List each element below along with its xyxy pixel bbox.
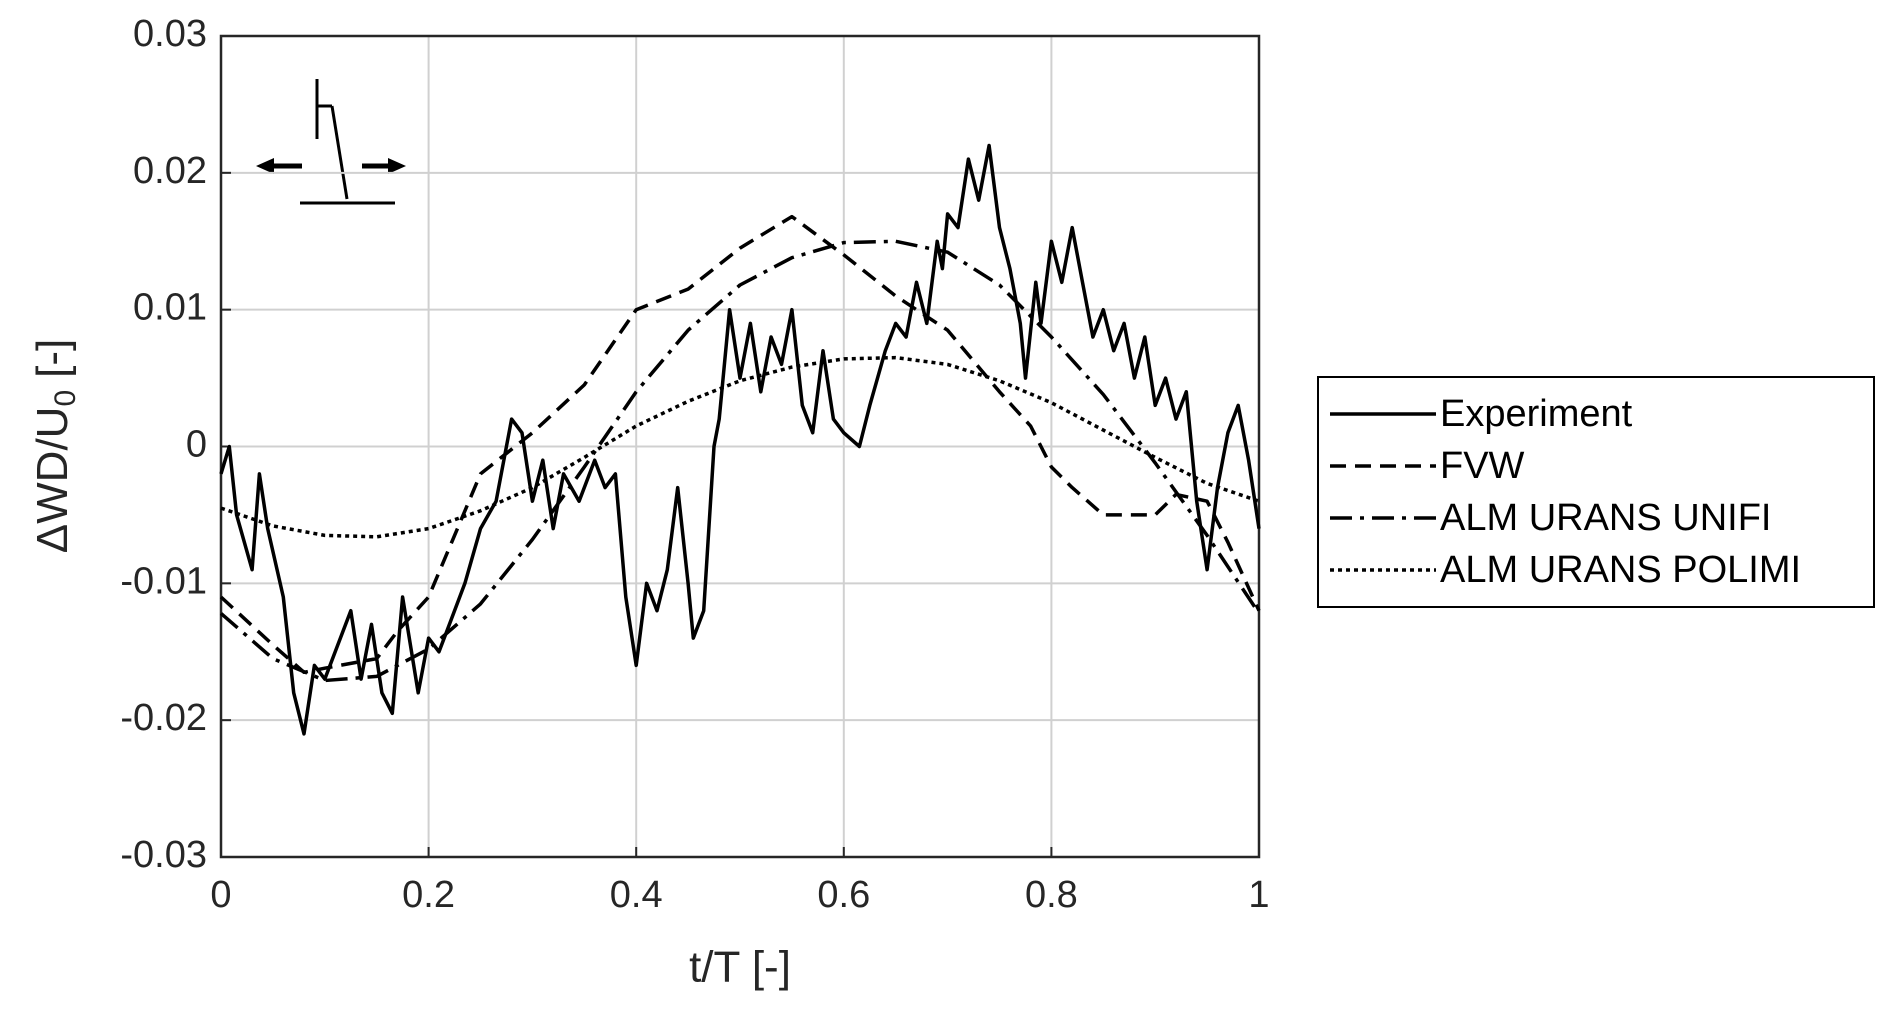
x-tick-label: 1	[1248, 874, 1269, 916]
legend-label: FVW	[1440, 445, 1525, 487]
line-series	[219, 214, 1261, 675]
icon-arrowhead-left	[256, 158, 274, 174]
inset-icon	[256, 79, 406, 205]
y-tick-label: 0.01	[133, 287, 207, 329]
x-tick-label: 0	[210, 874, 231, 916]
line-series	[219, 239, 1261, 683]
x-tick-label: 0.4	[610, 874, 663, 916]
y-tick-label: 0	[186, 424, 207, 466]
y-tick-label: 0.02	[133, 150, 207, 192]
icon-rotor	[330, 105, 349, 200]
y-tick-label: -0.01	[120, 560, 207, 602]
plot-frame	[219, 34, 1261, 859]
y-tick-label: -0.03	[120, 834, 207, 876]
y-tick-label: 0.03	[133, 13, 207, 55]
legend-label: ALM URANS POLIMI	[1440, 549, 1801, 591]
legend-label: ALM URANS UNIFI	[1440, 497, 1771, 539]
x-tick-label: 0.8	[1025, 874, 1078, 916]
y-tick-label: -0.02	[120, 697, 207, 739]
line-series	[220, 355, 1260, 539]
y-axis-label-main: ΔWD/U	[28, 407, 77, 554]
y-axis-label-unit: [-]	[28, 339, 77, 378]
x-tick-label: 0.2	[402, 874, 455, 916]
line-series	[219, 143, 1261, 736]
legend-label: Experiment	[1440, 393, 1633, 435]
x-axis-label: t/T [-]	[689, 943, 791, 992]
x-tick-label: 0.6	[817, 874, 870, 916]
icon-arrowhead-right	[388, 158, 406, 174]
y-axis-label: ΔWD/U0 [-]	[28, 339, 82, 554]
y-axis-label-sub: 0	[49, 390, 82, 407]
